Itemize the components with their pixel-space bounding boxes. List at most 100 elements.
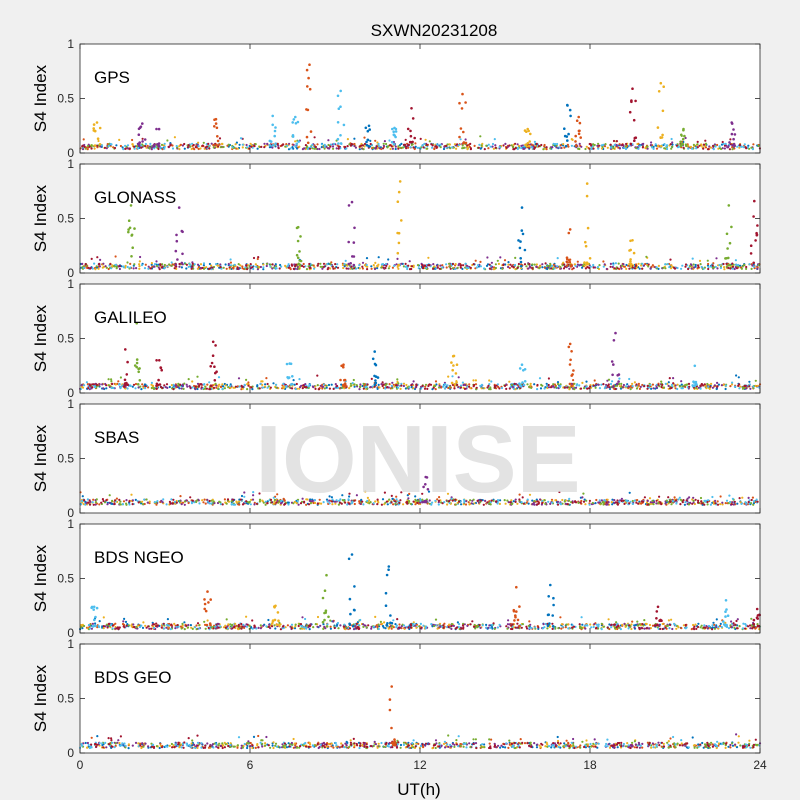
data-point [91,267,94,270]
data-point [101,498,104,501]
data-point [629,388,632,391]
data-point [110,386,113,390]
peak-point [343,378,347,382]
data-point [94,501,97,504]
data-point [354,267,358,270]
peak-point [158,383,162,386]
data-point [341,494,344,497]
y-tick-label: 0 [67,266,74,280]
data-point [563,263,566,266]
data-point [197,141,200,144]
data-point [624,145,627,148]
data-point [554,386,557,389]
data-point [183,142,186,146]
data-point [373,267,377,271]
data-point [294,387,297,391]
data-point [248,500,251,503]
data-point [663,143,666,146]
data-point [581,266,584,269]
peak-point [682,128,685,132]
data-point [717,383,721,386]
data-point [222,266,225,269]
data-point [607,378,611,381]
peak-point [726,247,729,250]
data-point [325,386,328,389]
data-point [80,384,83,387]
data-point [410,265,414,268]
data-point [102,262,105,265]
data-point [451,146,454,149]
peak-point [367,124,371,128]
data-point [316,143,319,146]
data-point [169,144,172,147]
data-point [492,266,496,269]
data-point [263,146,266,149]
data-point [314,145,317,149]
data-point [250,498,253,501]
data-point [291,387,294,390]
data-point [112,386,115,390]
peak-point [157,378,160,382]
data-point [103,146,107,149]
peak-point [522,383,526,387]
data-point [149,142,152,145]
data-point [509,263,512,266]
data-point [754,384,757,387]
data-point [337,147,340,150]
data-point [425,266,428,269]
data-point [262,266,265,269]
data-point [730,620,733,623]
data-point [550,267,553,270]
data-point [130,625,133,628]
data-point [568,386,571,389]
data-point [748,385,751,388]
data-point [323,145,326,148]
peak-point [136,383,140,386]
data-point [651,146,654,149]
data-point [623,502,626,505]
data-point [113,502,116,506]
plot-area [80,404,760,513]
data-point [718,263,721,267]
data-point [530,386,533,389]
data-point [491,142,495,146]
data-point [89,384,92,387]
data-point [123,617,126,621]
data-point [585,380,588,383]
data-point [532,145,535,148]
peak-point [367,145,371,148]
data-point [485,144,488,147]
data-point [655,147,659,150]
data-point [676,383,679,386]
data-point [252,256,256,260]
data-point [747,496,750,499]
data-point [153,265,156,268]
data-point [648,627,651,630]
data-points [79,475,759,506]
data-point [193,501,196,504]
data-point [605,501,608,504]
data-point [132,267,135,270]
y-tick-label: 0 [67,386,74,400]
data-point [719,622,722,626]
data-point [404,138,407,141]
data-point [219,385,222,388]
data-point [436,498,439,501]
data-point [232,267,235,270]
data-point [97,139,100,143]
data-point [395,384,398,387]
peak-point [374,379,377,382]
peak-point [269,140,273,143]
data-point [336,384,339,388]
data-point [183,621,186,624]
data-point [567,145,570,148]
data-point [304,144,307,147]
data-point [88,145,91,148]
data-point [574,386,578,389]
data-point [455,147,458,150]
data-point [453,387,456,390]
data-point [590,146,593,149]
data-point [314,387,317,390]
data-point [191,142,194,145]
data-point [438,384,441,387]
